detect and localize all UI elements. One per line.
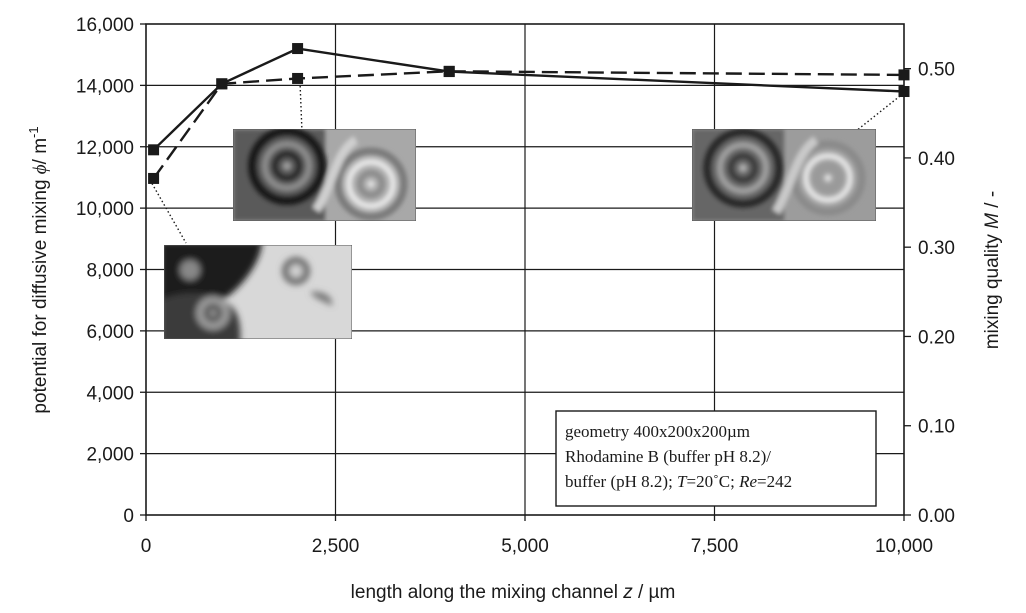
series-1-point [292,43,304,55]
mixing-micrograph-1 [164,245,352,339]
y-right-tick-label: 0.30 [918,238,955,259]
y-left-tick-label: 16,000 [76,15,134,36]
y-right-tick-label: 0.50 [918,60,955,81]
y-left-tick-label: 2,000 [86,445,134,466]
x-axis-label: length along the mixing channel z / µm [351,582,676,603]
pointer-line-1 [149,179,187,244]
y-axis-right-label: mixing quality M / - [982,191,1003,349]
pointer-line-2 [299,81,303,133]
x-tick-label: 10,000 [875,536,933,557]
ticks: 0 2,000 4,000 6,000 8,000 10,000 12,000 14,000 1… [76,15,955,557]
image-pointer-lines [149,81,901,244]
series-1-point [898,86,910,98]
y-right-tick-label: 0.10 [918,417,955,438]
mixing-micrograph-3 [692,129,876,221]
x-tick-label: 2,500 [312,536,360,557]
y-right-tick-label: 0.20 [918,327,955,348]
series-1-point [148,144,160,156]
y-left-tick-label: 4,000 [86,383,134,404]
x-tick-label: 5,000 [501,536,549,557]
series-2-point [898,69,910,81]
y-left-tick-label: 0 [123,506,134,527]
x-tick-label: 7,500 [691,536,739,557]
y-right-tick-label: 0.00 [918,506,955,527]
y-left-tick-label: 8,000 [86,261,134,282]
annotation-line-2: Rhodamine B (buffer pH 8.2)/ [565,447,771,466]
y-left-tick-label: 14,000 [76,76,134,97]
y-left-tick-label: 6,000 [86,322,134,343]
pointer-line-3 [855,95,901,132]
y-right-tick-label: 0.40 [918,149,955,170]
annotation-frame [555,410,877,507]
annotation-box: geometry 400x200x200µm Rhodamine B (buff… [555,410,877,507]
y-left-tick-label: 12,000 [76,138,134,159]
y-left-tick-label: 10,000 [76,199,134,220]
y-axis-left-label: potential for diffusive mixing ϕ/ m-1 [26,126,51,413]
mixing-micrograph-2 [233,129,416,221]
series-2-point [216,78,228,90]
annotation-line-1: geometry 400x200x200µm [565,422,750,441]
series-layer [148,43,910,184]
series-2-point [148,172,160,184]
series-2-point [443,65,455,77]
x-tick-label: 0 [141,536,152,557]
annotation-line-3: buffer (pH 8.2); T=20˚C; Re=242 [565,472,792,491]
series-2-point [292,72,304,84]
